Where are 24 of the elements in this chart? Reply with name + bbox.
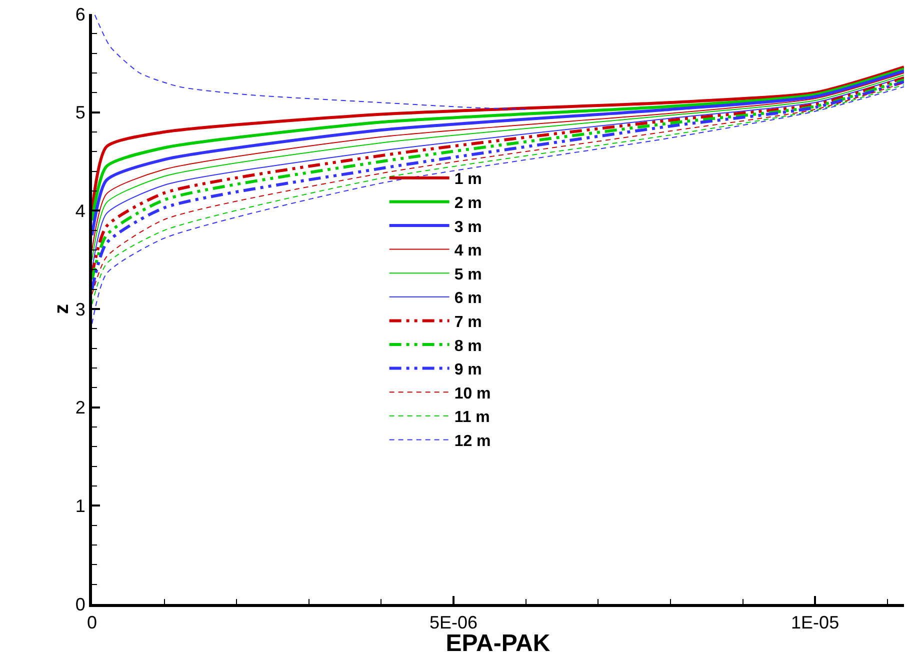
line-series <box>94 14 526 110</box>
legend-label: 8 m <box>454 338 482 355</box>
legend-label: 7 m <box>454 314 482 331</box>
y-tick-label: 0 <box>75 594 86 614</box>
legend-label: 6 m <box>454 290 482 308</box>
legend-label: 5 m <box>454 266 482 284</box>
legend-label: 3 m <box>454 218 482 236</box>
legend-label: 11 m <box>454 409 490 426</box>
legend-label: 9 m <box>454 362 482 379</box>
x-tick-label: 1E-05 <box>791 612 840 633</box>
legend-label: 12 m <box>454 432 491 450</box>
y-tick-label: 5 <box>75 102 86 123</box>
y-tick-label: 6 <box>75 4 86 24</box>
y-tick-label: 4 <box>75 200 86 221</box>
y-axis-title: z <box>50 304 73 314</box>
legend-label: 10 m <box>454 385 491 402</box>
y-tick-label: 3 <box>75 299 86 320</box>
legend-label: 4 m <box>454 242 482 260</box>
x-tick-label: 5E-06 <box>430 612 478 633</box>
legend-label: 1 m <box>454 171 482 188</box>
y-tick-label: 1 <box>75 496 86 516</box>
legend-label: 2 m <box>454 194 482 212</box>
y-tick-label: 2 <box>75 398 86 418</box>
x-axis-title: EPA-PAK <box>446 630 551 657</box>
